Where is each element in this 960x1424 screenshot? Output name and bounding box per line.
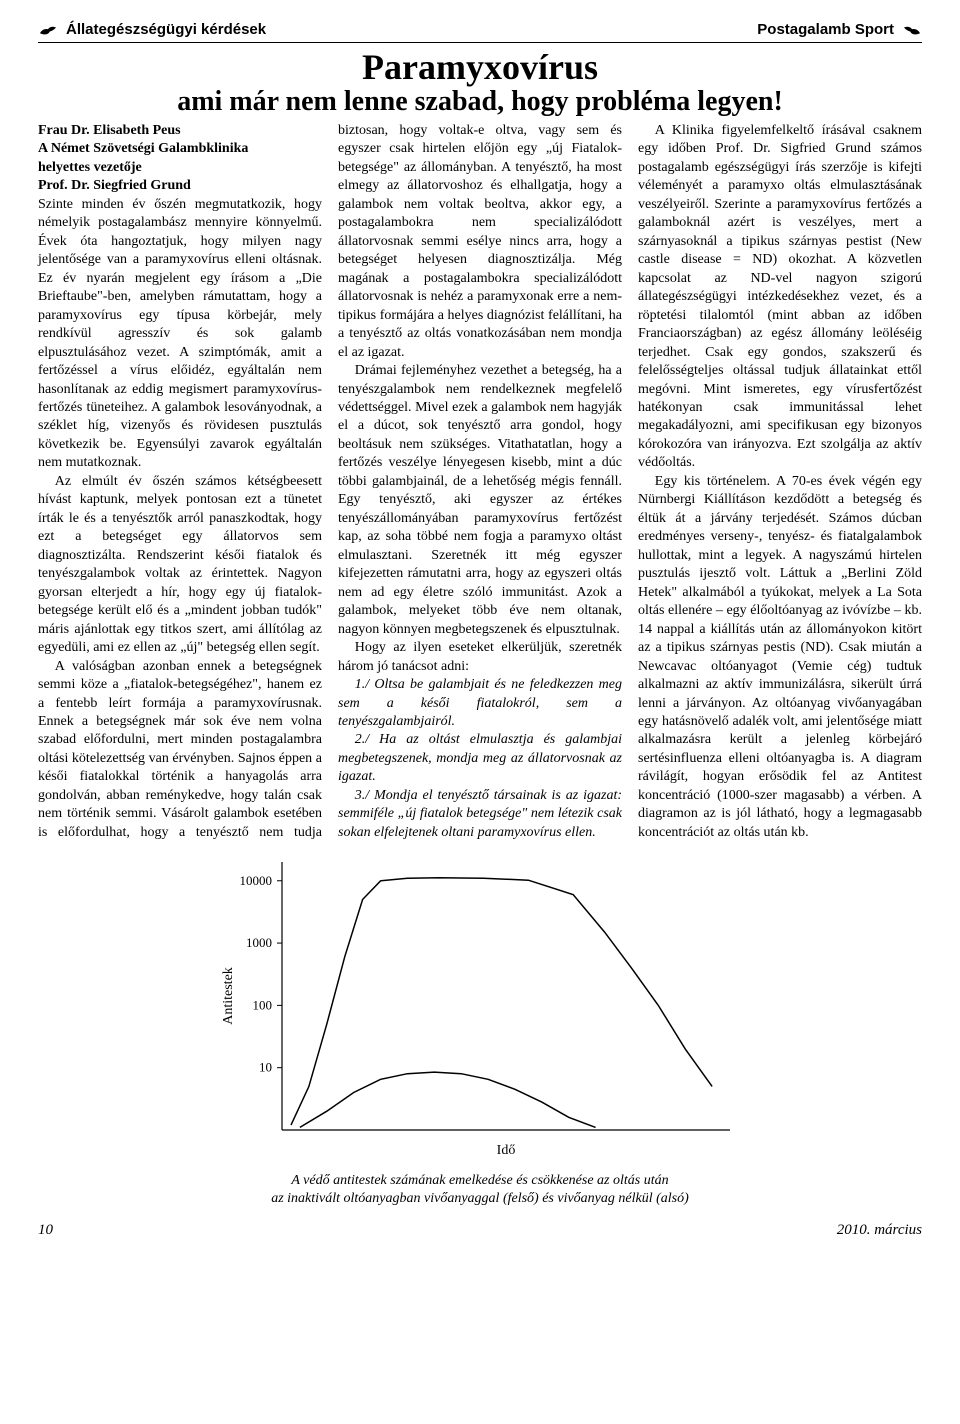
header-publication-title: Postagalamb Sport	[757, 20, 894, 40]
chart-svg: 10 100 1000 10000 Antitestek Idő	[210, 850, 750, 1170]
antibody-chart: 10 100 1000 10000 Antitestek Idő A védő antit…	[38, 850, 922, 1207]
body-paragraph: A Klinika figyelemfelkeltő írásával csak…	[638, 122, 922, 473]
body-paragraph: Szinte minden év őszén megmutatkozik, ho…	[38, 196, 322, 473]
svg-text:Antitestek: Antitestek	[221, 967, 236, 1025]
byline-role: helyettes vezetője	[38, 159, 322, 177]
article-title-block: Paramyxovírus ami már nem lenne szabad, …	[38, 49, 922, 116]
dove-icon	[38, 22, 58, 38]
page-number: 10	[38, 1221, 53, 1241]
svg-text:10: 10	[259, 1060, 272, 1075]
advice-item: 1./ Oltsa be galambjait és ne feledkezze…	[338, 676, 622, 731]
article-title: Paramyxovírus	[38, 49, 922, 87]
article-body: Frau Dr. Elisabeth Peus A Német Szövetsé…	[38, 122, 922, 842]
body-paragraph: Hogy az ilyen eseteket elkerüljük, szere…	[338, 639, 622, 676]
page-header: Állategészségügyi kérdések Postagalamb S…	[38, 20, 922, 43]
chart-caption: A védő antitestek számának emelkedése és…	[38, 1172, 922, 1207]
chart-caption-line: A védő antitestek számának emelkedése és…	[291, 1173, 668, 1188]
body-paragraph: Egy kis történelem. A 70-es évek végén e…	[638, 473, 922, 842]
chart-caption-line: az inaktivált oltóanyagban vivőanyaggal …	[271, 1191, 689, 1206]
byline-author: Frau Dr. Elisabeth Peus	[38, 122, 322, 140]
body-paragraph: Az elmúlt év őszén számos kétségbeesett …	[38, 473, 322, 658]
byline: Frau Dr. Elisabeth Peus A Német Szövetsé…	[38, 122, 322, 196]
byline-author-2: Prof. Dr. Siegfried Grund	[38, 177, 322, 195]
header-section-title: Állategészségügyi kérdések	[66, 20, 266, 40]
body-paragraph: Drámai fejleményhez vezethet a betegség,…	[338, 362, 622, 639]
advice-item: 2./ Ha az oltást elmulasztja és galambja…	[338, 731, 622, 786]
byline-affiliation: A Német Szövetségi Galambklinika	[38, 140, 322, 158]
header-left: Állategészségügyi kérdések	[38, 20, 266, 40]
svg-text:10000: 10000	[240, 873, 273, 888]
issue-date: 2010. március	[837, 1221, 922, 1241]
svg-text:1000: 1000	[246, 935, 272, 950]
advice-item: 3./ Mondja el tenyésztő társainak is az …	[338, 787, 622, 842]
header-right: Postagalamb Sport	[757, 20, 922, 40]
dove-icon	[902, 22, 922, 38]
article-subtitle: ami már nem lenne szabad, hogy probléma …	[38, 87, 922, 116]
svg-text:Idő: Idő	[497, 1143, 516, 1158]
svg-text:100: 100	[253, 998, 273, 1013]
page-footer: 10 2010. március	[38, 1221, 922, 1241]
